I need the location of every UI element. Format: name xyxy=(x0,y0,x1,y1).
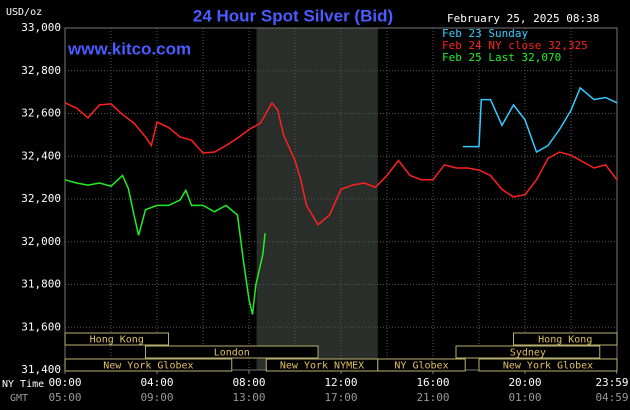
x-tick-label: 20:00 xyxy=(508,376,541,389)
session-label: NY Globex xyxy=(394,361,448,372)
session-box xyxy=(64,332,169,346)
y-tick-label: 31,400 xyxy=(21,363,61,376)
y-tick-label: 32,200 xyxy=(21,192,61,205)
session-label: New York Globex xyxy=(103,361,193,372)
series-line xyxy=(64,174,266,315)
x-tick-label: 12:00 xyxy=(324,376,357,389)
session-label: London xyxy=(214,348,250,359)
x-tick-label: 23:59 xyxy=(595,376,628,389)
legend-entry: Feb 25 Last 32,070 xyxy=(442,51,561,64)
session-label: New York Globex xyxy=(503,361,593,372)
x2-tick-label: 17:00 xyxy=(324,391,357,404)
x2-tick-label: 21:00 xyxy=(416,391,449,404)
x2-tick-label: 09:00 xyxy=(140,391,173,404)
y-tick-label: 32,000 xyxy=(21,235,61,248)
session-label: Hong Kong xyxy=(538,335,592,346)
y-tick-label: 33,000 xyxy=(21,21,61,34)
x-tick-label: 04:00 xyxy=(140,376,173,389)
x2-tick-label: 13:00 xyxy=(232,391,265,404)
x2-tick-label: 01:00 xyxy=(508,391,541,404)
series-line xyxy=(462,86,618,154)
date-label: February 25, 2025 08:38 xyxy=(447,12,599,25)
series-line xyxy=(64,101,618,226)
x2-tick-label: 04:59 xyxy=(595,391,628,404)
watermark: www.kitco.com xyxy=(67,39,191,58)
y-tick-label: 32,800 xyxy=(21,64,61,77)
session-label: Sydney xyxy=(510,348,546,359)
session-label: Hong Kong xyxy=(90,335,144,346)
x2-tick-label: 05:00 xyxy=(48,391,81,404)
y-tick-label: 31,800 xyxy=(21,278,61,291)
session-box xyxy=(478,358,618,372)
x2-label: GMT xyxy=(10,393,28,404)
session-box xyxy=(455,345,601,359)
session-box xyxy=(64,358,233,372)
session-box xyxy=(377,358,466,372)
session-box xyxy=(145,345,319,359)
x-tick-label: 00:00 xyxy=(48,376,81,389)
legend-entry: Feb 23 Sunday xyxy=(442,27,528,40)
y-tick-label: 32,600 xyxy=(21,107,61,120)
y-tick-label: 31,600 xyxy=(21,320,61,333)
y-unit: USD/oz xyxy=(6,7,42,18)
chart-title: 24 Hour Spot Silver (Bid) xyxy=(193,6,393,25)
session-label: New York NYMEX xyxy=(280,361,364,372)
x-tick-label: 16:00 xyxy=(416,376,449,389)
x-label: NY Time xyxy=(2,379,44,390)
legend-entry: Feb 24 NY close 32,325 xyxy=(442,39,588,52)
x-tick-label: 08:00 xyxy=(232,376,265,389)
y-tick-label: 32,400 xyxy=(21,149,61,162)
session-box xyxy=(513,332,618,346)
